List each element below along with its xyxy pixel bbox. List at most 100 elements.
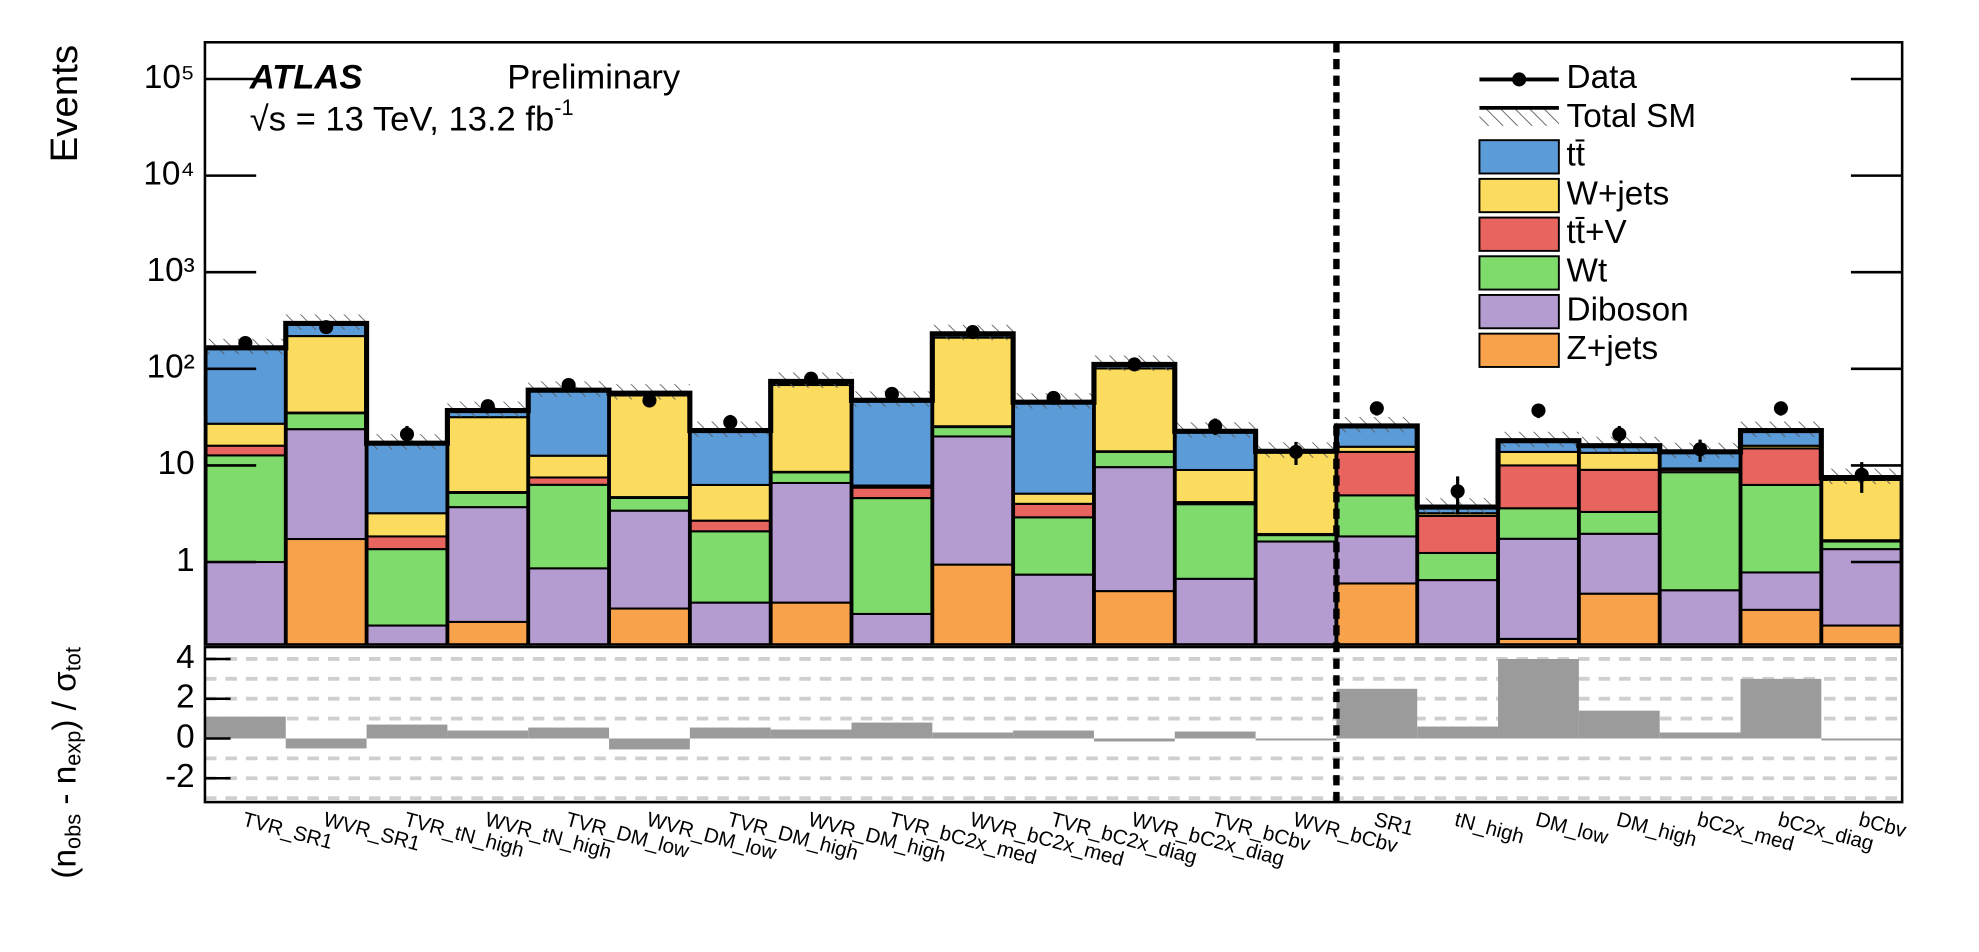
- stack-segment: [688, 483, 772, 522]
- stack-segment: [1092, 466, 1176, 593]
- stack-segment: [608, 394, 691, 499]
- stack-segment: [769, 601, 853, 645]
- stack-segment: [1012, 401, 1095, 495]
- stack-segment: [850, 399, 934, 487]
- ratio-y-tick-label: 2: [176, 679, 195, 716]
- stack-segment: [931, 435, 1015, 566]
- legend-total-swatch: [1479, 107, 1559, 126]
- ratio-label-part: ) / σ: [46, 671, 83, 731]
- data-point: [319, 320, 334, 335]
- y-tick-label: 1: [176, 542, 195, 579]
- stack-segment: [1012, 502, 1095, 519]
- stack-segment: [1820, 624, 1903, 645]
- ratio-y-tick-label: -2: [165, 758, 195, 795]
- stack-segment: [1820, 540, 1903, 551]
- ratio-label-part: tot: [60, 647, 85, 671]
- experiment: ATLAS: [249, 59, 363, 97]
- stack-segment: [1497, 537, 1580, 640]
- data-point: [238, 335, 253, 351]
- legend-swatch: [1478, 255, 1560, 291]
- stack-segment: [204, 346, 287, 425]
- energy-label: √s = 13 TeV, 13.2 fb-1: [250, 95, 574, 139]
- ratio-group: [204, 658, 1903, 750]
- stack-segment: [1739, 447, 1823, 486]
- legend-label: tt̄: [1567, 137, 1586, 174]
- ratio-bar: [1093, 738, 1175, 742]
- stack-segment: [931, 336, 1015, 428]
- ratio-bar: [528, 727, 610, 739]
- stack-segment: [608, 607, 691, 645]
- x-tick-label: tN_high: [1452, 808, 1526, 848]
- stack-segment: [769, 471, 853, 484]
- stack-segment: [527, 567, 611, 645]
- stack-segment: [527, 454, 611, 479]
- stack-segment: [367, 659, 448, 709]
- y-tick-label: 10⁵: [144, 59, 195, 96]
- stack-segment: [688, 429, 772, 486]
- stack-segment: [365, 535, 449, 551]
- stack-segment: [688, 530, 772, 604]
- stack-segment: [769, 383, 853, 473]
- stack-segment: [284, 428, 368, 541]
- stack-segment: [1577, 592, 1661, 645]
- stack-segment: [931, 426, 1015, 438]
- stack-segment: [1092, 450, 1176, 469]
- stack-segment: [1658, 589, 1742, 645]
- data-point: [561, 377, 576, 393]
- ratio-y-tick-label: 0: [176, 718, 195, 755]
- ratio-bar: [285, 738, 367, 749]
- data-point: [1450, 484, 1465, 499]
- ratio-bar: [1740, 678, 1822, 739]
- stack-segment: [1173, 468, 1257, 504]
- stack-segment: [365, 442, 449, 515]
- ratio-bar: [770, 729, 852, 739]
- ratio-bar: [1498, 658, 1579, 739]
- legend-label: Diboson: [1567, 291, 1689, 328]
- stack-segment: [446, 491, 530, 509]
- data-point: [399, 427, 415, 442]
- stack-group: [204, 314, 1903, 709]
- stack-segment: [284, 412, 368, 431]
- ratio-bar: [1255, 738, 1337, 741]
- stack-segment: [527, 483, 611, 570]
- stack-segment: [284, 537, 368, 645]
- ratio-frame: [203, 645, 1904, 804]
- ratio-bar: [1659, 732, 1741, 739]
- stack-segment: [1497, 450, 1580, 467]
- y-tick-label: 10³: [147, 252, 195, 289]
- stack-segment: [204, 444, 287, 457]
- stack-segment: [1092, 590, 1176, 645]
- y-tick-label: 10²: [147, 349, 195, 386]
- legend-label: Total SM: [1567, 98, 1697, 135]
- stack-segment: [205, 659, 286, 709]
- stack-segment: [1092, 367, 1176, 453]
- stack-segment: [365, 624, 449, 645]
- x-tick-label: DM_high: [1614, 808, 1699, 851]
- data-point: [480, 399, 495, 414]
- legend-label: Wt: [1567, 253, 1608, 290]
- data-point: [1127, 357, 1142, 372]
- data-point: [1046, 390, 1061, 405]
- legend-swatch: [1478, 332, 1560, 368]
- stack-segment: [1658, 471, 1742, 592]
- stack-segment: [1173, 577, 1257, 645]
- stack-segment: [1012, 492, 1095, 505]
- stack-segment: [365, 512, 449, 538]
- data-point: [1531, 403, 1546, 418]
- stack-segment: [850, 486, 934, 500]
- ratio-axis-label: (nobs - nexp) / σtot: [46, 647, 85, 879]
- ratio-y-tick-label: 4: [176, 639, 195, 676]
- stack-segment: [850, 497, 934, 615]
- ratio-bar: [609, 738, 690, 750]
- stack-segment: [1254, 540, 1338, 645]
- ratio-bar: [1336, 688, 1418, 739]
- ratio-bar: [1417, 726, 1499, 739]
- legend-label: Z+jets: [1567, 330, 1659, 367]
- ratio-bar: [932, 732, 1014, 739]
- legend-swatch: [1478, 177, 1560, 214]
- stack-segment: [527, 476, 611, 486]
- ratio-label-part: - n: [46, 766, 83, 814]
- stack-segment: [1497, 464, 1580, 510]
- main-frame: [203, 41, 1904, 646]
- stack-segment: [769, 481, 853, 604]
